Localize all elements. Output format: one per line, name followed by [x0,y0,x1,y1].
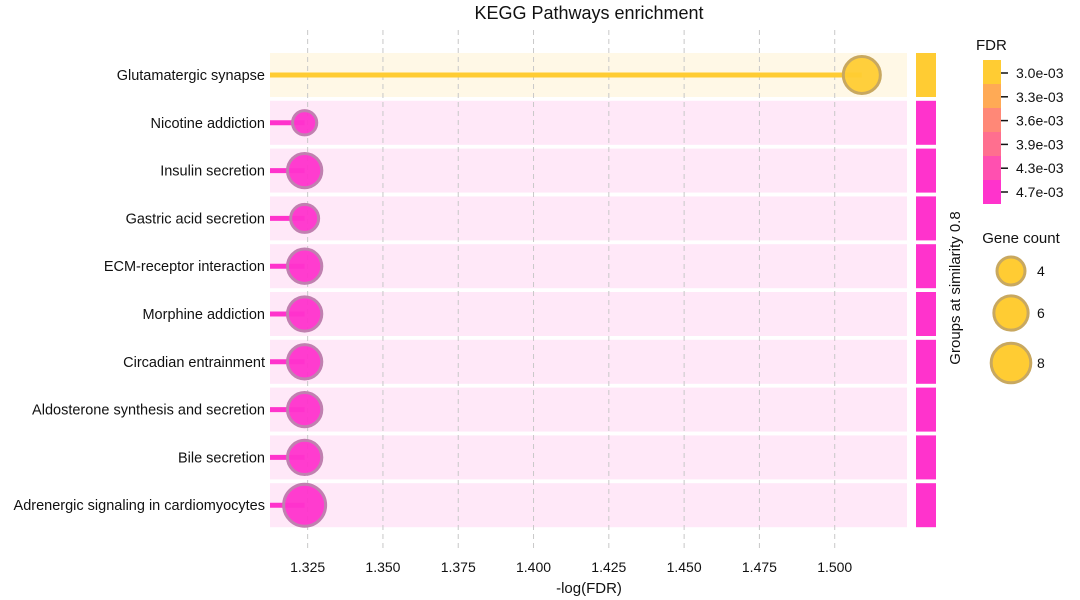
x-tick-label: 1.425 [591,559,626,575]
chart-title: KEGG Pathways enrichment [474,3,703,23]
fdr-tick-label: 3.0e-03 [1016,65,1064,81]
y-tick-label: ECM-receptor interaction [104,259,265,275]
row-bands [270,53,907,528]
x-tick-labels: 1.325 1.350 1.375 1.400 1.425 1.450 1.475 1.500 [290,559,852,575]
data-point [285,151,324,190]
fdr-color-segment [983,84,1001,108]
fdr-color-segment [983,156,1001,180]
data-point [291,109,319,137]
group-strip-cell [916,483,936,528]
gene-count-legend: 4 6 8 [989,255,1045,385]
row-band [270,339,907,384]
group-strip-cell [916,148,936,193]
gene-count-marker [989,341,1033,385]
data-point [285,295,324,333]
group-color-strip [916,53,936,528]
fdr-tick-label: 3.9e-03 [1016,136,1064,152]
group-strip-cell [916,435,936,480]
x-tick-label: 1.400 [516,559,551,575]
group-strip-cell [916,196,936,241]
group-strip-cell [916,100,936,145]
fdr-tick-label: 4.7e-03 [1016,184,1064,200]
data-point [289,202,321,234]
row-band [270,244,907,289]
row-band [270,196,907,241]
gene-count-label: 6 [1037,305,1045,321]
row-band [270,483,907,528]
group-strip-cell [916,244,936,289]
y-tick-label: Adrenergic signaling in cardiomyocytes [14,498,265,514]
y-tick-label: Insulin secretion [160,164,265,180]
x-axis-label: -log(FDR) [556,580,622,597]
data-point [841,54,882,96]
row-band [270,435,907,480]
row-band [270,148,907,193]
data-point [285,247,324,285]
group-strip-cell [916,292,936,336]
x-tick-label: 1.500 [817,559,852,575]
group-strip-cell [916,339,936,384]
x-tick-label: 1.325 [290,559,325,575]
lollipop-markers [282,54,882,528]
y-tick-label: Bile secretion [178,450,265,466]
fdr-tick-label: 4.3e-03 [1016,160,1064,176]
y-tick-label: Morphine addiction [142,307,265,323]
group-axis-label: Groups at similarity 0.8 [947,211,964,364]
fdr-legend-title: FDR [976,37,1007,54]
y-tick-labels: Glutamatergic synapse Nicotine addiction I… [14,68,265,514]
data-point [282,482,328,528]
row-band [270,292,907,336]
data-point [285,343,324,381]
x-tick-label: 1.375 [441,559,476,575]
gene-count-label: 8 [1037,355,1045,371]
fdr-colorbar: 3.0e-03 3.3e-03 3.6e-03 3.9e-03 4.3e-03 4.7e-… [983,60,1064,204]
group-strip-cell [916,53,936,97]
gene-count-label: 4 [1037,263,1045,279]
data-point [285,390,324,429]
x-tick-label: 1.350 [365,559,400,575]
y-tick-label: Aldosterone synthesis and secretion [32,403,265,419]
x-tick-label: 1.450 [667,559,702,575]
row-band [270,387,907,432]
gene-count-marker [992,294,1030,332]
row-band [270,100,907,145]
y-tick-label: Gastric acid secretion [126,211,265,227]
fdr-color-segment [983,180,1001,204]
group-strip-cell [916,387,936,432]
x-tick-label: 1.475 [742,559,777,575]
fdr-tick-label: 3.6e-03 [1016,113,1064,129]
y-tick-label: Nicotine addiction [151,116,265,132]
fdr-tick-label: 3.3e-03 [1016,89,1064,105]
data-point [285,438,324,477]
y-tick-label: Glutamatergic synapse [117,68,265,84]
fdr-color-segment [983,132,1001,156]
y-tick-label: Circadian entrainment [123,355,265,371]
gene-count-marker [995,255,1027,287]
fdr-color-segment [983,60,1001,84]
fdr-color-segment [983,108,1001,132]
gene-count-legend-title: Gene count [982,230,1060,247]
